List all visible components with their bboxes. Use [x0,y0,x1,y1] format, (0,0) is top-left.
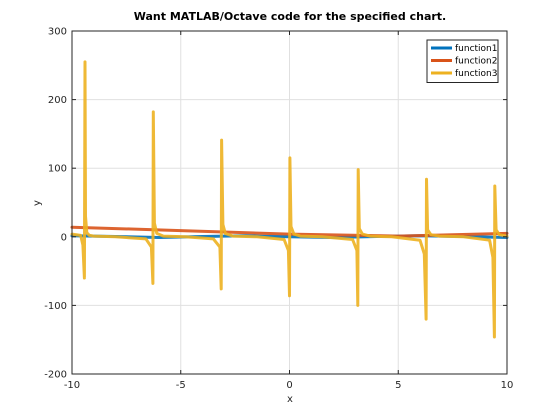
y-tick-label: 100 [48,164,67,175]
legend: function1 function2 function3 [426,39,499,83]
x-tick-label: -5 [176,380,186,391]
x-axis-label: x [287,394,293,405]
legend-label: function1 [455,44,498,54]
y-tick-label: -100 [44,301,67,312]
legend-label: function2 [455,57,498,67]
series-layer [70,60,509,339]
y-tick-label: 300 [48,27,67,38]
y-axis-label: y [32,200,43,206]
x-tick-label: 10 [501,380,514,391]
y-tick-label: 0 [61,232,67,243]
x-tick-label: 5 [395,380,401,391]
y-tick-label: 200 [48,95,67,106]
legend-label: function3 [455,69,498,79]
series-line-function3 [70,60,509,339]
x-tick-label: -10 [64,380,80,391]
tick-labels: -10 -5 0 5 10 -200 -100 0 100 200 300 [44,27,513,392]
chart-title: Want MATLAB/Octave code for the specifie… [134,10,446,23]
y-tick-label: -200 [44,370,67,381]
x-tick-label: 0 [286,380,292,391]
tick-marks [71,30,508,375]
